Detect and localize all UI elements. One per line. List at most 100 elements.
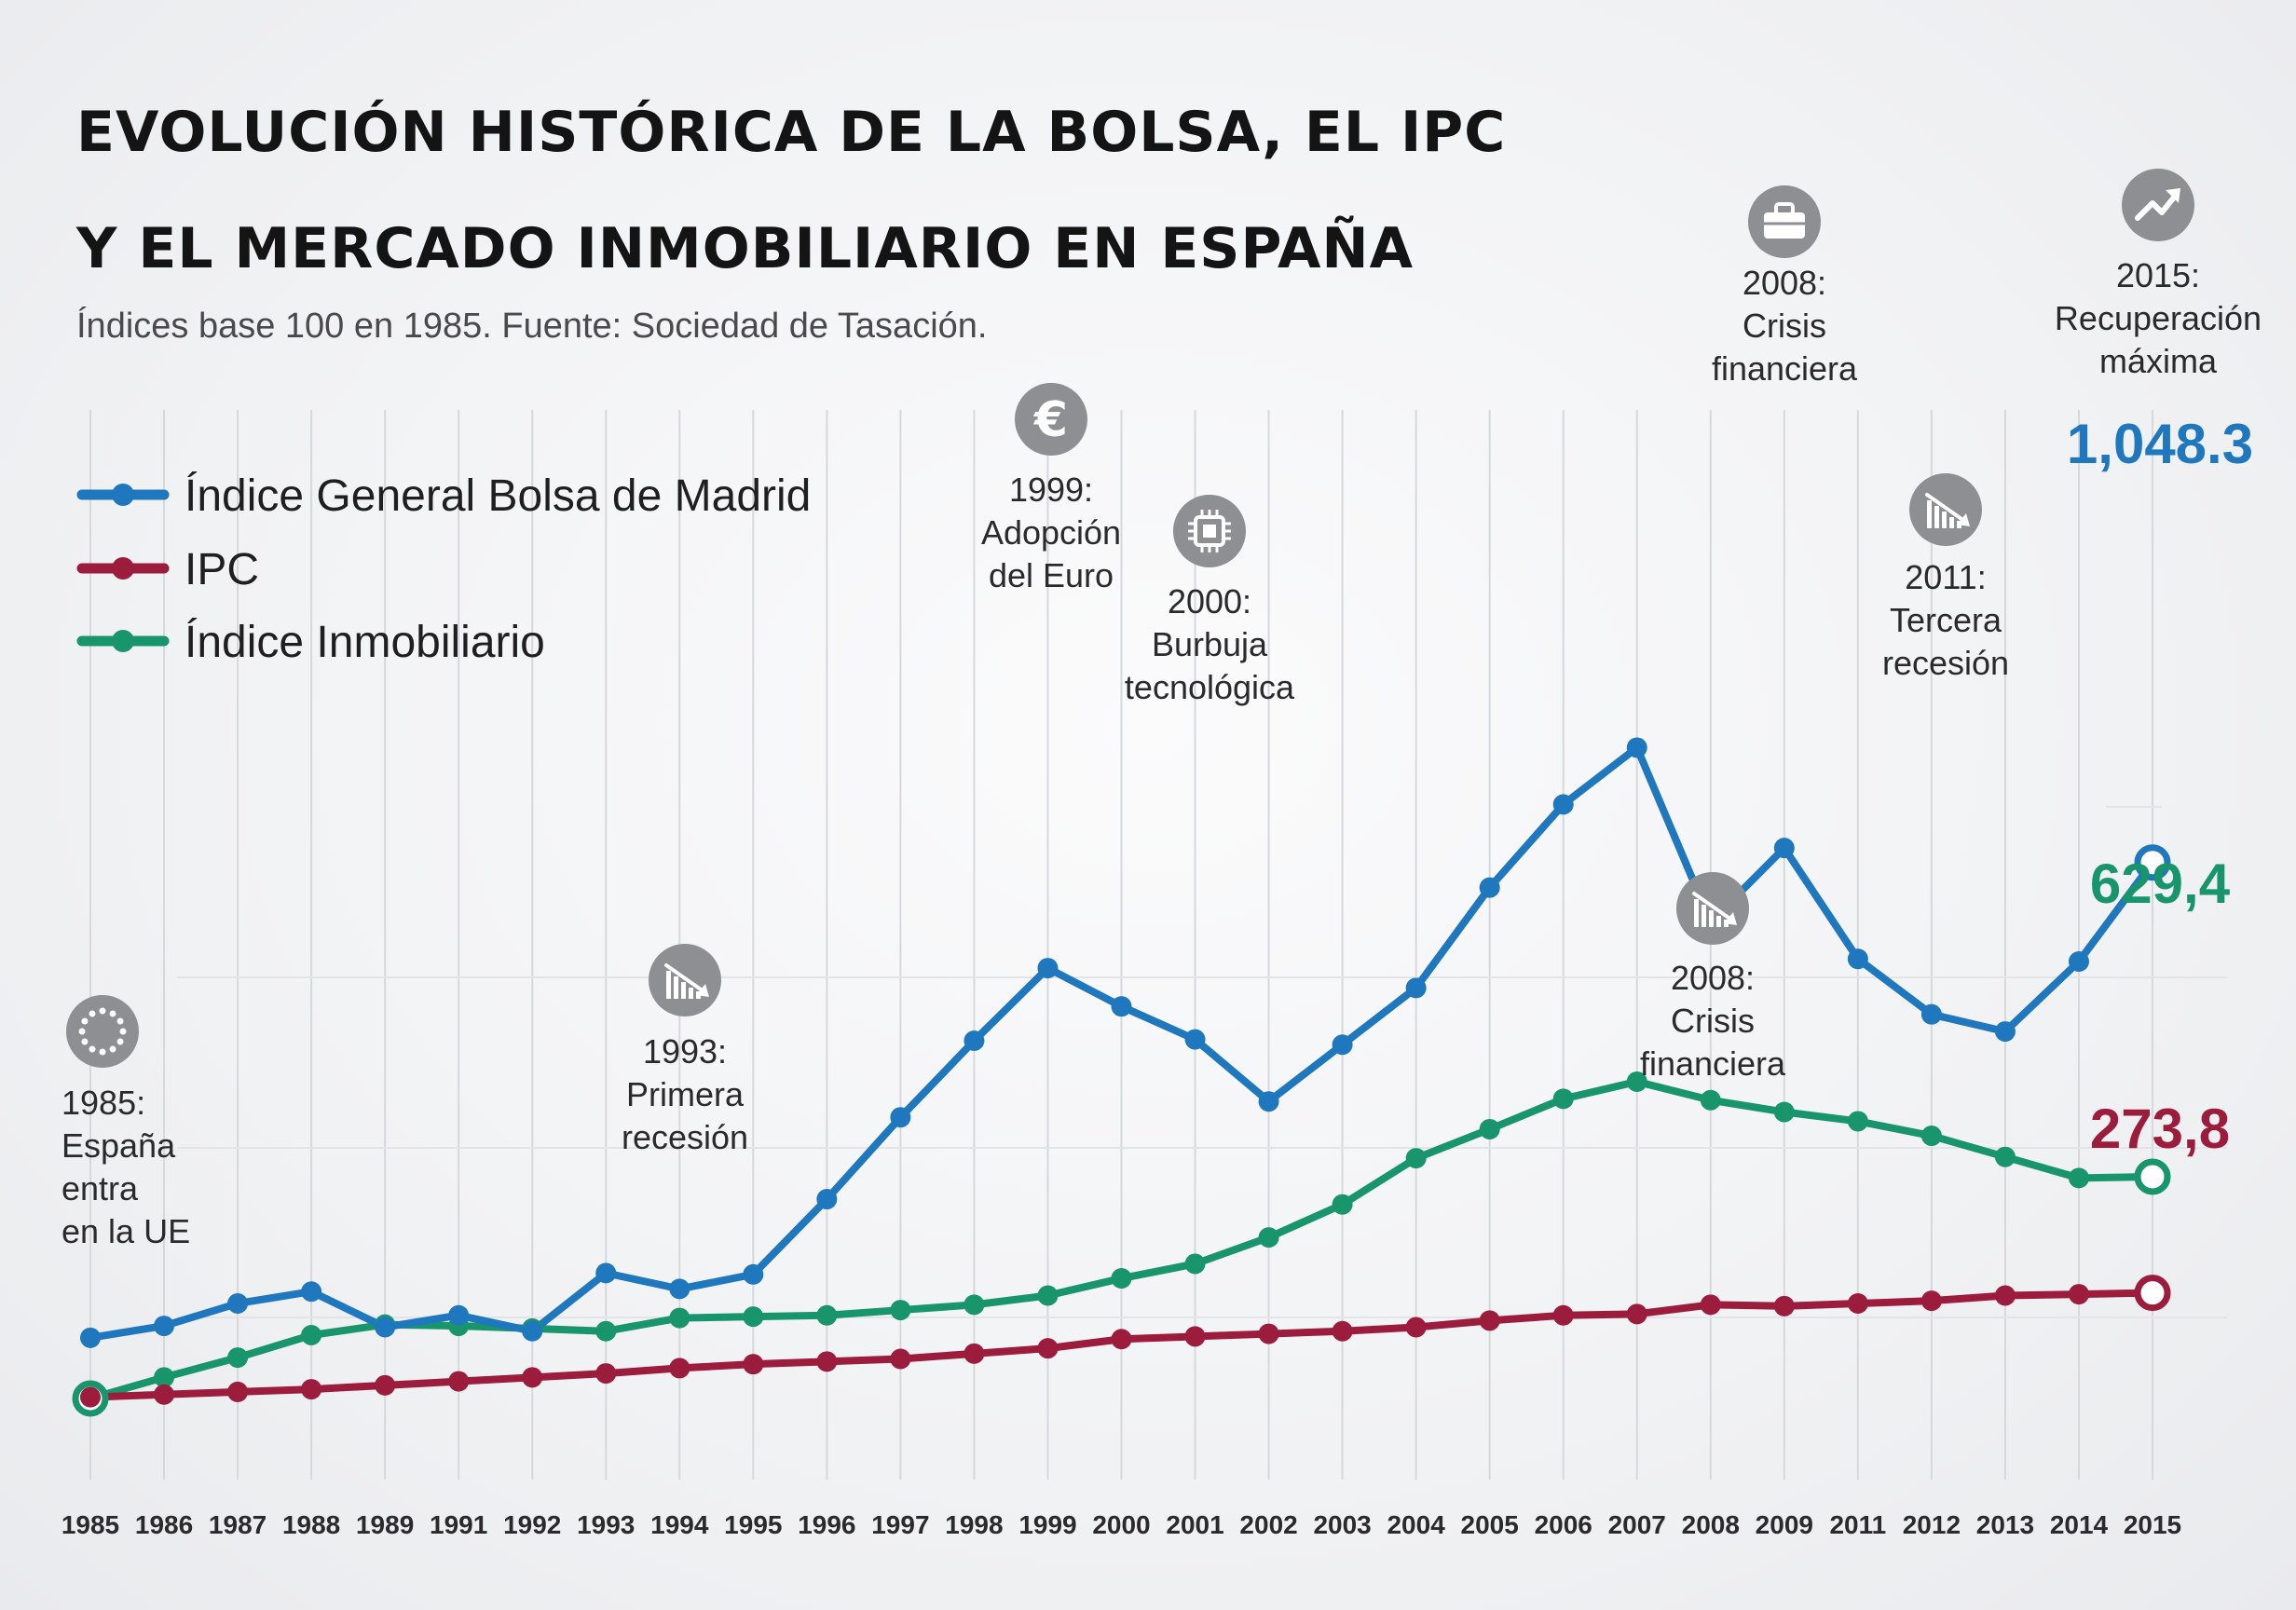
data-point-bolsa xyxy=(890,1107,911,1128)
x-tick-label: 2015 xyxy=(2124,1510,2181,1539)
annotation-text: 1993: xyxy=(643,1032,727,1071)
data-point-bolsa xyxy=(595,1262,617,1284)
annotation-text: tecnológica xyxy=(1125,668,1295,706)
data-point-ipc xyxy=(2068,1284,2089,1305)
data-point-inmobiliario xyxy=(1847,1111,1868,1132)
downtrend-chart-icon xyxy=(649,944,721,1016)
data-point-bolsa xyxy=(1184,1029,1206,1050)
data-point-ipc xyxy=(890,1348,911,1370)
microchip-icon xyxy=(1173,495,1246,567)
x-tick-label: 2012 xyxy=(1903,1510,1961,1539)
end-labels: 1,048.3 273,8 629,4 xyxy=(2067,413,2253,1160)
x-tick-label: 2005 xyxy=(1461,1510,1519,1539)
legend-item-ipc: IPC xyxy=(76,545,259,594)
annotation-4: 2008: Crisis financiera xyxy=(1712,185,1858,388)
data-point-inmobiliario xyxy=(1773,1101,1795,1123)
annotation-text: 2015: xyxy=(2116,256,2200,294)
x-tick-label: 1992 xyxy=(503,1510,561,1539)
annotation-text: 1985: xyxy=(62,1084,145,1122)
x-tick-label: 2001 xyxy=(1166,1510,1223,1539)
annotation-text: 2000: xyxy=(1168,582,1251,621)
data-point-ipc xyxy=(1332,1320,1353,1342)
data-point-inmobiliario xyxy=(301,1324,322,1345)
data-point-ipc xyxy=(227,1381,249,1402)
annotations: 1985: España entra en la UE 1993: Primera rece… xyxy=(62,169,2262,1250)
data-point-inmobiliario xyxy=(1184,1253,1206,1275)
legend-marker-inmobiliario xyxy=(112,630,134,652)
data-point-ipc xyxy=(375,1374,396,1396)
x-tick-label: 1995 xyxy=(724,1510,782,1539)
annotation-1: 1993: Primera recesión xyxy=(622,944,748,1156)
data-point-inmobiliario xyxy=(595,1320,617,1342)
end-label-bolsa: 1,048.3 xyxy=(2067,413,2253,475)
data-point-ipc xyxy=(1405,1317,1427,1338)
x-tick-label: 1986 xyxy=(135,1510,193,1539)
x-tick-label: 1991 xyxy=(430,1510,487,1539)
annotation-text: 2008: xyxy=(1742,264,1826,302)
data-point-ipc xyxy=(1920,1290,1942,1312)
data-point-ipc xyxy=(80,1386,101,1408)
data-point-bolsa xyxy=(2134,844,2171,881)
data-point-ipc xyxy=(669,1358,690,1379)
data-point-bolsa xyxy=(2068,951,2089,973)
annotation-text: Primera xyxy=(626,1075,745,1113)
data-point-ipc xyxy=(2134,1275,2171,1312)
data-point-bolsa xyxy=(964,1030,985,1052)
data-point-bolsa xyxy=(1773,838,1795,859)
data-point-ipc xyxy=(595,1363,617,1385)
briefcase-icon xyxy=(1748,185,1821,258)
data-point-bolsa xyxy=(1405,977,1427,999)
data-point-bolsa xyxy=(1626,737,1647,758)
data-point-ipc xyxy=(1700,1294,1721,1316)
data-point-bolsa xyxy=(80,1327,101,1348)
x-tick-label: 1997 xyxy=(871,1510,929,1539)
data-point-inmobiliario xyxy=(743,1306,764,1328)
annotation-text: 2008: xyxy=(1671,959,1755,997)
x-tick-label: 1999 xyxy=(1018,1510,1076,1539)
x-tick-label: 2013 xyxy=(1976,1510,2034,1539)
data-point-inmobiliario xyxy=(890,1300,911,1321)
annotation-text: recesión xyxy=(1882,644,2009,682)
end-label-ipc: 273,8 xyxy=(2090,1098,2230,1160)
x-tick-label: 2009 xyxy=(1756,1510,1813,1539)
x-tick-label: 1985 xyxy=(62,1510,119,1539)
data-point-ipc xyxy=(1626,1303,1647,1325)
annotation-text: España xyxy=(62,1126,176,1165)
annotation-text: recesión xyxy=(622,1118,748,1156)
annotation-text: 2011: xyxy=(1905,558,1986,596)
data-point-bolsa xyxy=(448,1304,470,1326)
data-point-bolsa xyxy=(743,1263,764,1285)
data-point-bolsa xyxy=(669,1278,690,1300)
legend-item-bolsa: Índice General Bolsa de Madrid xyxy=(76,471,811,521)
data-point-inmobiliario xyxy=(1111,1268,1132,1289)
annotation-text: 1999: xyxy=(1009,471,1093,509)
x-tick-label: 2014 xyxy=(2050,1510,2109,1539)
data-point-ipc xyxy=(1773,1295,1795,1317)
annotation-text: Tercera xyxy=(1890,601,2002,639)
data-point-ipc xyxy=(964,1343,985,1364)
eu-flag-icon xyxy=(66,995,139,1068)
data-point-bolsa xyxy=(227,1292,249,1314)
data-point-inmobiliario xyxy=(669,1307,690,1329)
annotation-text: entra xyxy=(62,1169,139,1208)
annotation-text: del Euro xyxy=(989,556,1114,594)
annotation-text: financiera xyxy=(1640,1044,1786,1083)
x-tick-label: 2000 xyxy=(1092,1510,1150,1539)
annotation-text: Adopción xyxy=(981,513,1121,552)
annotation-text: Crisis xyxy=(1742,307,1826,345)
data-point-ipc xyxy=(1037,1338,1059,1359)
x-tick-label: 1987 xyxy=(209,1510,266,1539)
data-point-inmobiliario xyxy=(2068,1167,2089,1189)
data-point-bolsa xyxy=(1037,958,1059,979)
data-point-inmobiliario xyxy=(1479,1118,1500,1139)
data-point-bolsa xyxy=(816,1189,838,1210)
x-tick-label: 2007 xyxy=(1608,1510,1666,1539)
data-point-ipc xyxy=(1847,1292,1868,1314)
data-point-ipc xyxy=(154,1384,175,1405)
data-point-ipc xyxy=(743,1354,764,1375)
x-tick-label: 2003 xyxy=(1313,1510,1371,1539)
data-point-inmobiliario xyxy=(1405,1148,1427,1169)
x-tick-label: 1994 xyxy=(650,1510,709,1539)
euro-icon: € xyxy=(1015,383,1087,456)
